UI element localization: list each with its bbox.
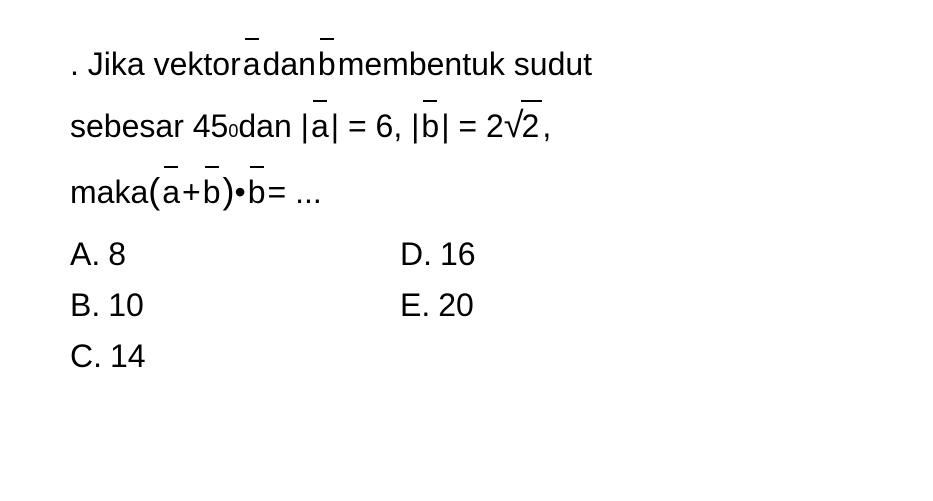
sqrt-value: 2: [521, 100, 543, 150]
question-line-3: maka ( a + b ) • b = ...: [70, 164, 863, 218]
text-prefix: sebesar 45: [70, 102, 228, 150]
paren-open: (: [148, 164, 160, 218]
option-row-1: A. 8 D. 16: [70, 236, 863, 273]
option-c: C. 14: [70, 338, 400, 375]
option-row-3: C. 14: [70, 338, 863, 375]
option-value: 16: [440, 236, 476, 273]
answer-options: A. 8 D. 16 B. 10 E. 20 C. 14: [70, 236, 863, 375]
option-b: B. 10: [70, 287, 400, 324]
option-e: E. 20: [400, 287, 474, 324]
vector-b-outer: b: [248, 168, 266, 216]
vector-a-expr: a: [162, 168, 180, 216]
option-d: D. 16: [400, 236, 476, 273]
text-mid1: dan |: [238, 102, 309, 150]
vector-a: a: [243, 40, 261, 88]
option-row-2: B. 10 E. 20: [70, 287, 863, 324]
question-line-2: sebesar 45 0 dan | a | = 6, | b | = 2 √ …: [70, 102, 863, 150]
text-prefix: maka: [70, 168, 148, 216]
paren-close: ): [223, 164, 235, 218]
equals-ellipsis: = ...: [268, 168, 322, 216]
plus-sign: +: [182, 168, 201, 216]
text-end: ,: [542, 102, 551, 150]
option-letter: C.: [70, 338, 102, 375]
abs-a-val: | = 6, |: [331, 102, 420, 150]
option-letter: A.: [70, 236, 100, 273]
option-value: 8: [108, 236, 126, 273]
vector-a-abs: a: [311, 102, 329, 150]
option-letter: D.: [400, 236, 432, 273]
vector-b: b: [318, 40, 336, 88]
option-letter: E.: [400, 287, 430, 324]
question-line-1: . Jika vektor a dan b membentuk sudut: [70, 40, 863, 88]
abs-b-val: | = 2: [441, 102, 504, 150]
vector-b-expr: b: [203, 168, 221, 216]
text-prefix: . Jika vektor: [70, 40, 241, 88]
option-value: 20: [438, 287, 474, 324]
math-problem: . Jika vektor a dan b membentuk sudut se…: [70, 40, 863, 375]
option-value: 10: [108, 287, 144, 324]
text-mid: dan: [263, 40, 316, 88]
sqrt-expression: √ 2: [504, 104, 543, 150]
option-a: A. 8: [70, 236, 400, 273]
option-value: 14: [110, 338, 146, 375]
vector-b-abs: b: [421, 102, 439, 150]
text-suffix: membentuk sudut: [338, 40, 592, 88]
dot-operator: •: [235, 168, 246, 216]
option-letter: B.: [70, 287, 100, 324]
